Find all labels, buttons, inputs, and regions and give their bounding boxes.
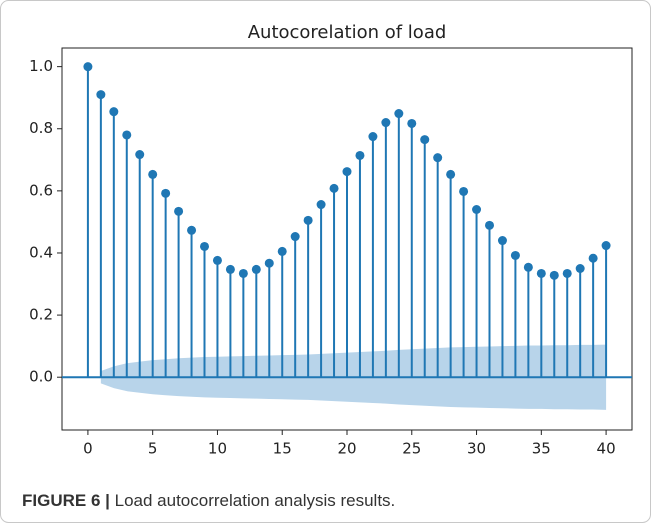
x-tick-label: 35 <box>532 440 551 458</box>
x-tick-label: 30 <box>467 440 486 458</box>
x-tick-label: 5 <box>148 440 158 458</box>
stem-marker <box>446 169 456 179</box>
stem-marker <box>303 215 313 225</box>
stem-marker <box>96 90 106 100</box>
stem-marker <box>109 107 119 117</box>
x-tick-label: 0 <box>83 440 93 458</box>
stem-marker <box>135 150 145 160</box>
stem-marker <box>407 118 417 128</box>
stem-marker <box>485 220 494 230</box>
stem-marker <box>200 241 209 251</box>
stem-marker <box>212 255 222 265</box>
stem-marker <box>497 236 507 246</box>
stem-marker <box>562 268 572 278</box>
stem-marker <box>355 150 365 160</box>
chart-title: Autocorelation of load <box>248 22 447 43</box>
stem-marker <box>187 225 197 235</box>
x-tick-label: 15 <box>273 440 292 458</box>
y-tick-label: 0.6 <box>29 181 53 199</box>
stem-marker <box>174 206 184 216</box>
y-tick-label: 0.4 <box>29 243 53 261</box>
y-tick-label: 1.0 <box>29 57 53 75</box>
stem-marker <box>290 232 300 242</box>
caption-label: FIGURE 6 | <box>22 491 110 510</box>
stem-marker <box>523 262 533 272</box>
stem-marker <box>394 109 404 119</box>
y-tick-label: 0.2 <box>29 306 53 324</box>
stem-marker <box>381 118 391 128</box>
stem-marker <box>472 204 482 214</box>
stem-marker <box>433 153 443 163</box>
stem-marker <box>316 200 326 210</box>
stem-marker <box>549 270 559 280</box>
stem-marker <box>536 268 546 278</box>
stem-marker <box>459 186 469 196</box>
stem-marker <box>238 268 248 278</box>
stem-marker <box>225 264 235 274</box>
x-tick-label: 20 <box>337 440 356 458</box>
x-tick-label: 40 <box>597 440 616 458</box>
stem-marker <box>122 130 132 140</box>
stem-marker <box>588 253 598 263</box>
x-tick-label: 10 <box>208 440 227 458</box>
stem-marker <box>368 132 378 142</box>
stem-marker <box>148 169 158 179</box>
stem-marker <box>264 258 274 268</box>
caption-text: Load autocorrelation analysis results. <box>115 491 396 510</box>
stem-marker <box>329 183 339 193</box>
y-tick-label: 0.8 <box>29 119 53 137</box>
stem-marker <box>277 246 287 256</box>
stem-marker <box>83 62 93 72</box>
stem-marker <box>342 167 352 177</box>
stem-marker <box>251 264 261 274</box>
x-tick-label: 25 <box>402 440 421 458</box>
stem-marker <box>510 250 520 260</box>
stem-marker <box>420 135 430 145</box>
stem-marker <box>161 188 171 198</box>
stem-marker <box>601 241 611 251</box>
caption: FIGURE 6 | Load autocorrelation analysis… <box>22 491 395 510</box>
y-tick-label: 0.0 <box>29 368 53 386</box>
stem-marker <box>575 264 585 274</box>
